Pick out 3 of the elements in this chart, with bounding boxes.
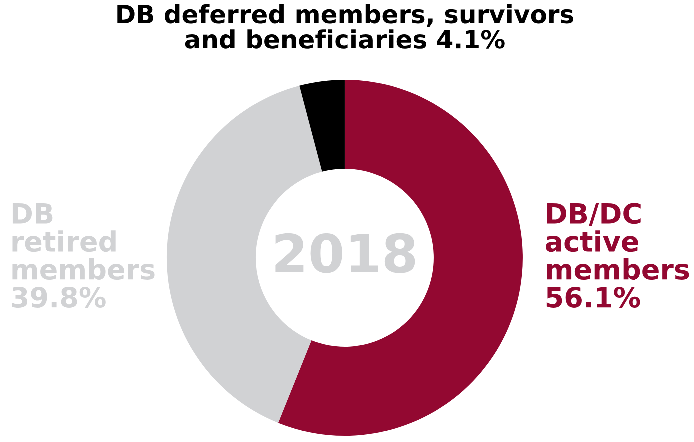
slice-label: DB deferred members, survivors and beneficiaries 4.1% bbox=[118, 4, 574, 49]
data-label: 56.1% bbox=[546, 286, 640, 308]
slice-label: DB/DC active members bbox=[546, 203, 690, 280]
